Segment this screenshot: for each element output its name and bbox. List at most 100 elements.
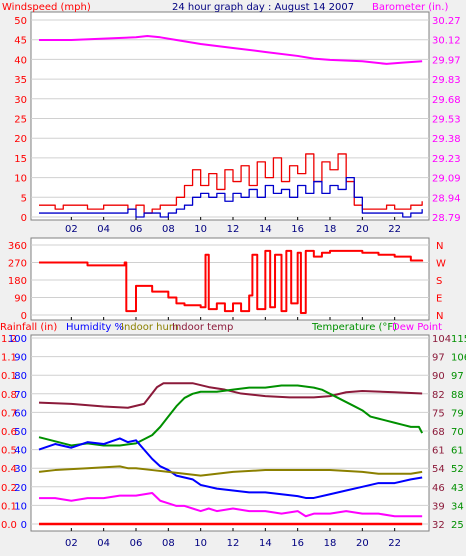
- barometer-tick-label: 30.12: [432, 36, 461, 47]
- time-tick-label: 22: [388, 224, 401, 235]
- humidity-tick-label: 0: [21, 520, 27, 531]
- dew_point-line: [39, 492, 423, 518]
- legend-dew-point: Dew Point: [392, 322, 442, 333]
- rainfall-tick-label: 0.6: [1, 427, 17, 438]
- time-tick-label: 02: [65, 224, 78, 235]
- humidity-tick-label: 100: [8, 334, 27, 345]
- rainfall-tick-label: 0.1: [1, 501, 17, 512]
- avg_wind-line: [39, 176, 423, 218]
- series-group: [38, 34, 424, 526]
- windspeed-tick-label: 50: [14, 16, 27, 27]
- barometer-tick-label: 29.53: [432, 115, 461, 126]
- rainfall-tick-label: 0.4: [1, 464, 17, 475]
- legend-rainfall: Rainfall (in): [0, 322, 57, 333]
- time-tick-label: 12: [227, 538, 240, 549]
- temperature-tick-label: 34: [451, 501, 464, 512]
- direction-tick-label: 180: [8, 276, 27, 287]
- time-tick-label: 22: [388, 538, 401, 549]
- indoor-temp-tick-label: 61: [432, 446, 445, 457]
- indoor_temp-line: [38, 382, 423, 409]
- time-tick-label: 02: [65, 538, 78, 549]
- humidity-tick-label: 40: [14, 446, 27, 457]
- barometer-line: [39, 34, 423, 65]
- wind-direction-line: [39, 249, 424, 315]
- rainfall-tick-label: 0.7: [1, 408, 17, 419]
- humidity-tick-label: 80: [14, 371, 27, 382]
- barometer-tick-label: 29.68: [432, 95, 461, 106]
- time-tick-label: 20: [356, 538, 369, 549]
- rainfall-tick-label: 0.0: [1, 520, 17, 531]
- time-tick-label: 16: [291, 538, 304, 549]
- temperature-tick-label: 88: [451, 390, 464, 401]
- compass-tick-label: N: [436, 311, 443, 322]
- legend-temperature: Temperature (°F): [311, 322, 397, 333]
- windspeed-tick-label: 5: [21, 193, 27, 204]
- temperature-tick-label: 115: [451, 334, 466, 345]
- indoor-temp-tick-label: 75: [432, 408, 445, 419]
- chart-title: 24 hour graph day : August 14 2007: [172, 2, 354, 13]
- windspeed-axis-label: Windspeed (mph): [2, 2, 91, 13]
- indoor-temp-tick-label: 68: [432, 427, 445, 438]
- compass-tick-label: S: [436, 276, 442, 287]
- temperature-tick-label: 52: [451, 464, 464, 475]
- direction-tick-label: 360: [8, 241, 27, 252]
- rainfall-tick-label: 0.8: [1, 390, 17, 401]
- compass-tick-label: E: [436, 294, 442, 305]
- barometer-tick-label: 29.97: [432, 55, 461, 66]
- time-tick-label: 14: [259, 224, 272, 235]
- barometer-tick-label: 30.27: [432, 16, 461, 27]
- humidity-tick-label: 90: [14, 353, 27, 364]
- direction-tick-label: 0: [21, 311, 27, 322]
- windspeed-tick-label: 45: [14, 36, 27, 47]
- indoor-temp-tick-label: 82: [432, 390, 445, 401]
- time-tick-label: 10: [194, 538, 207, 549]
- barometer-axis-label: Barometer (in.): [372, 2, 448, 13]
- humidity-line: [38, 437, 423, 499]
- temperature-tick-label: 70: [451, 427, 464, 438]
- windspeed-tick-label: 35: [14, 75, 27, 86]
- indoor-temp-tick-label: 97: [432, 353, 445, 364]
- time-tick-label: 18: [324, 538, 337, 549]
- temperature-tick-label: 43: [451, 483, 464, 494]
- temperature-tick-label: 106: [451, 353, 466, 364]
- temp-panel-plot: [30, 334, 430, 532]
- time-tick-label: 16: [291, 224, 304, 235]
- temperature-tick-label: 79: [451, 408, 464, 419]
- windspeed-tick-label: 10: [14, 174, 27, 185]
- indoor-temp-tick-label: 54: [432, 464, 445, 475]
- barometer-tick-label: 29.23: [432, 154, 461, 165]
- barometer-tick-label: 29.38: [432, 134, 461, 145]
- windspeed-tick-label: 40: [14, 55, 27, 66]
- time-tick-label: 08: [162, 538, 175, 549]
- indoor-temp-tick-label: 90: [432, 371, 445, 382]
- windspeed-tick-label: 25: [14, 115, 27, 126]
- wind-panel-plot: [30, 11, 430, 221]
- time-tick-label: 12: [227, 224, 240, 235]
- temperature-tick-label: 25: [451, 520, 464, 531]
- compass-tick-label: W: [436, 259, 446, 270]
- legend-indoor-temp: Indoor temp: [172, 322, 233, 333]
- barometer-tick-label: 28.94: [432, 193, 461, 204]
- humidity-tick-label: 20: [14, 483, 27, 494]
- humidity-tick-label: 30: [14, 464, 27, 475]
- time-tick-label: 06: [130, 538, 143, 549]
- time-tick-label: 08: [162, 224, 175, 235]
- direction-panel-plot: [30, 237, 430, 321]
- indoor-temp-tick-label: 46: [432, 483, 445, 494]
- axis-ticks-group: 0 5 10 15 20 25 30 35 40 45 50 28.79 28.94 29.09 29.23…: [1, 16, 466, 549]
- direction-tick-label: 90: [14, 294, 27, 305]
- indoor-temp-tick-label: 32: [432, 520, 445, 531]
- gust-line: [39, 153, 423, 214]
- windspeed-tick-label: 15: [14, 154, 27, 165]
- time-tick-label: 06: [130, 224, 143, 235]
- rainfall-tick-label: 1.2: [1, 334, 17, 345]
- time-tick-label: 14: [259, 538, 272, 549]
- humidity-tick-label: 10: [14, 501, 27, 512]
- indoor-temp-tick-label: 104: [432, 334, 451, 345]
- humidity-tick-label: 60: [14, 408, 27, 419]
- windspeed-tick-label: 20: [14, 134, 27, 145]
- time-tick-label: 04: [97, 224, 110, 235]
- time-tick-label: 18: [324, 224, 337, 235]
